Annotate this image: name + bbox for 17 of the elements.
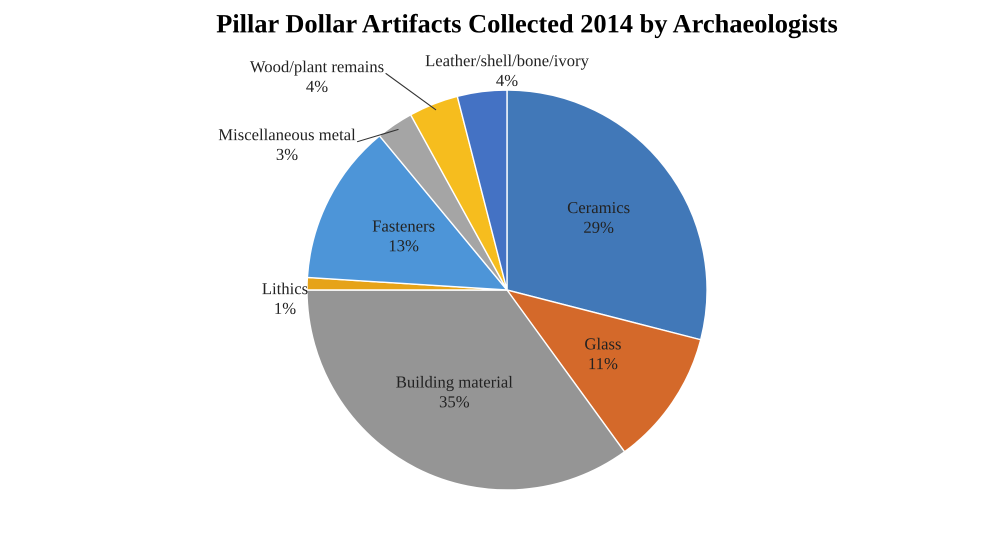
data-label: 13% [390, 240, 418, 252]
data-label: 1% [275, 302, 296, 314]
data-label: 3% [276, 148, 298, 160]
slice-label: Leather/shell/bone/ivory [426, 54, 589, 70]
slice-label: Fasteners [372, 220, 435, 232]
slice-label: Building material [396, 376, 513, 392]
data-label: 4% [306, 80, 328, 92]
data-label: 29% [584, 222, 614, 233]
slice-label: Wood/plant remains [250, 60, 384, 76]
slice-label: Miscellaneous metal [218, 128, 356, 140]
data-label: 11% [589, 358, 618, 370]
slice-label: Glass [585, 338, 621, 350]
data-label: 35% [440, 396, 470, 408]
chart-title: Pillar Dollar Artifacts Collected 2014 by Archaeologists [216, 14, 838, 38]
slice-label: Ceramics [568, 202, 630, 214]
data-label: 4% [496, 74, 518, 86]
slice-label: Lithics [262, 282, 308, 294]
